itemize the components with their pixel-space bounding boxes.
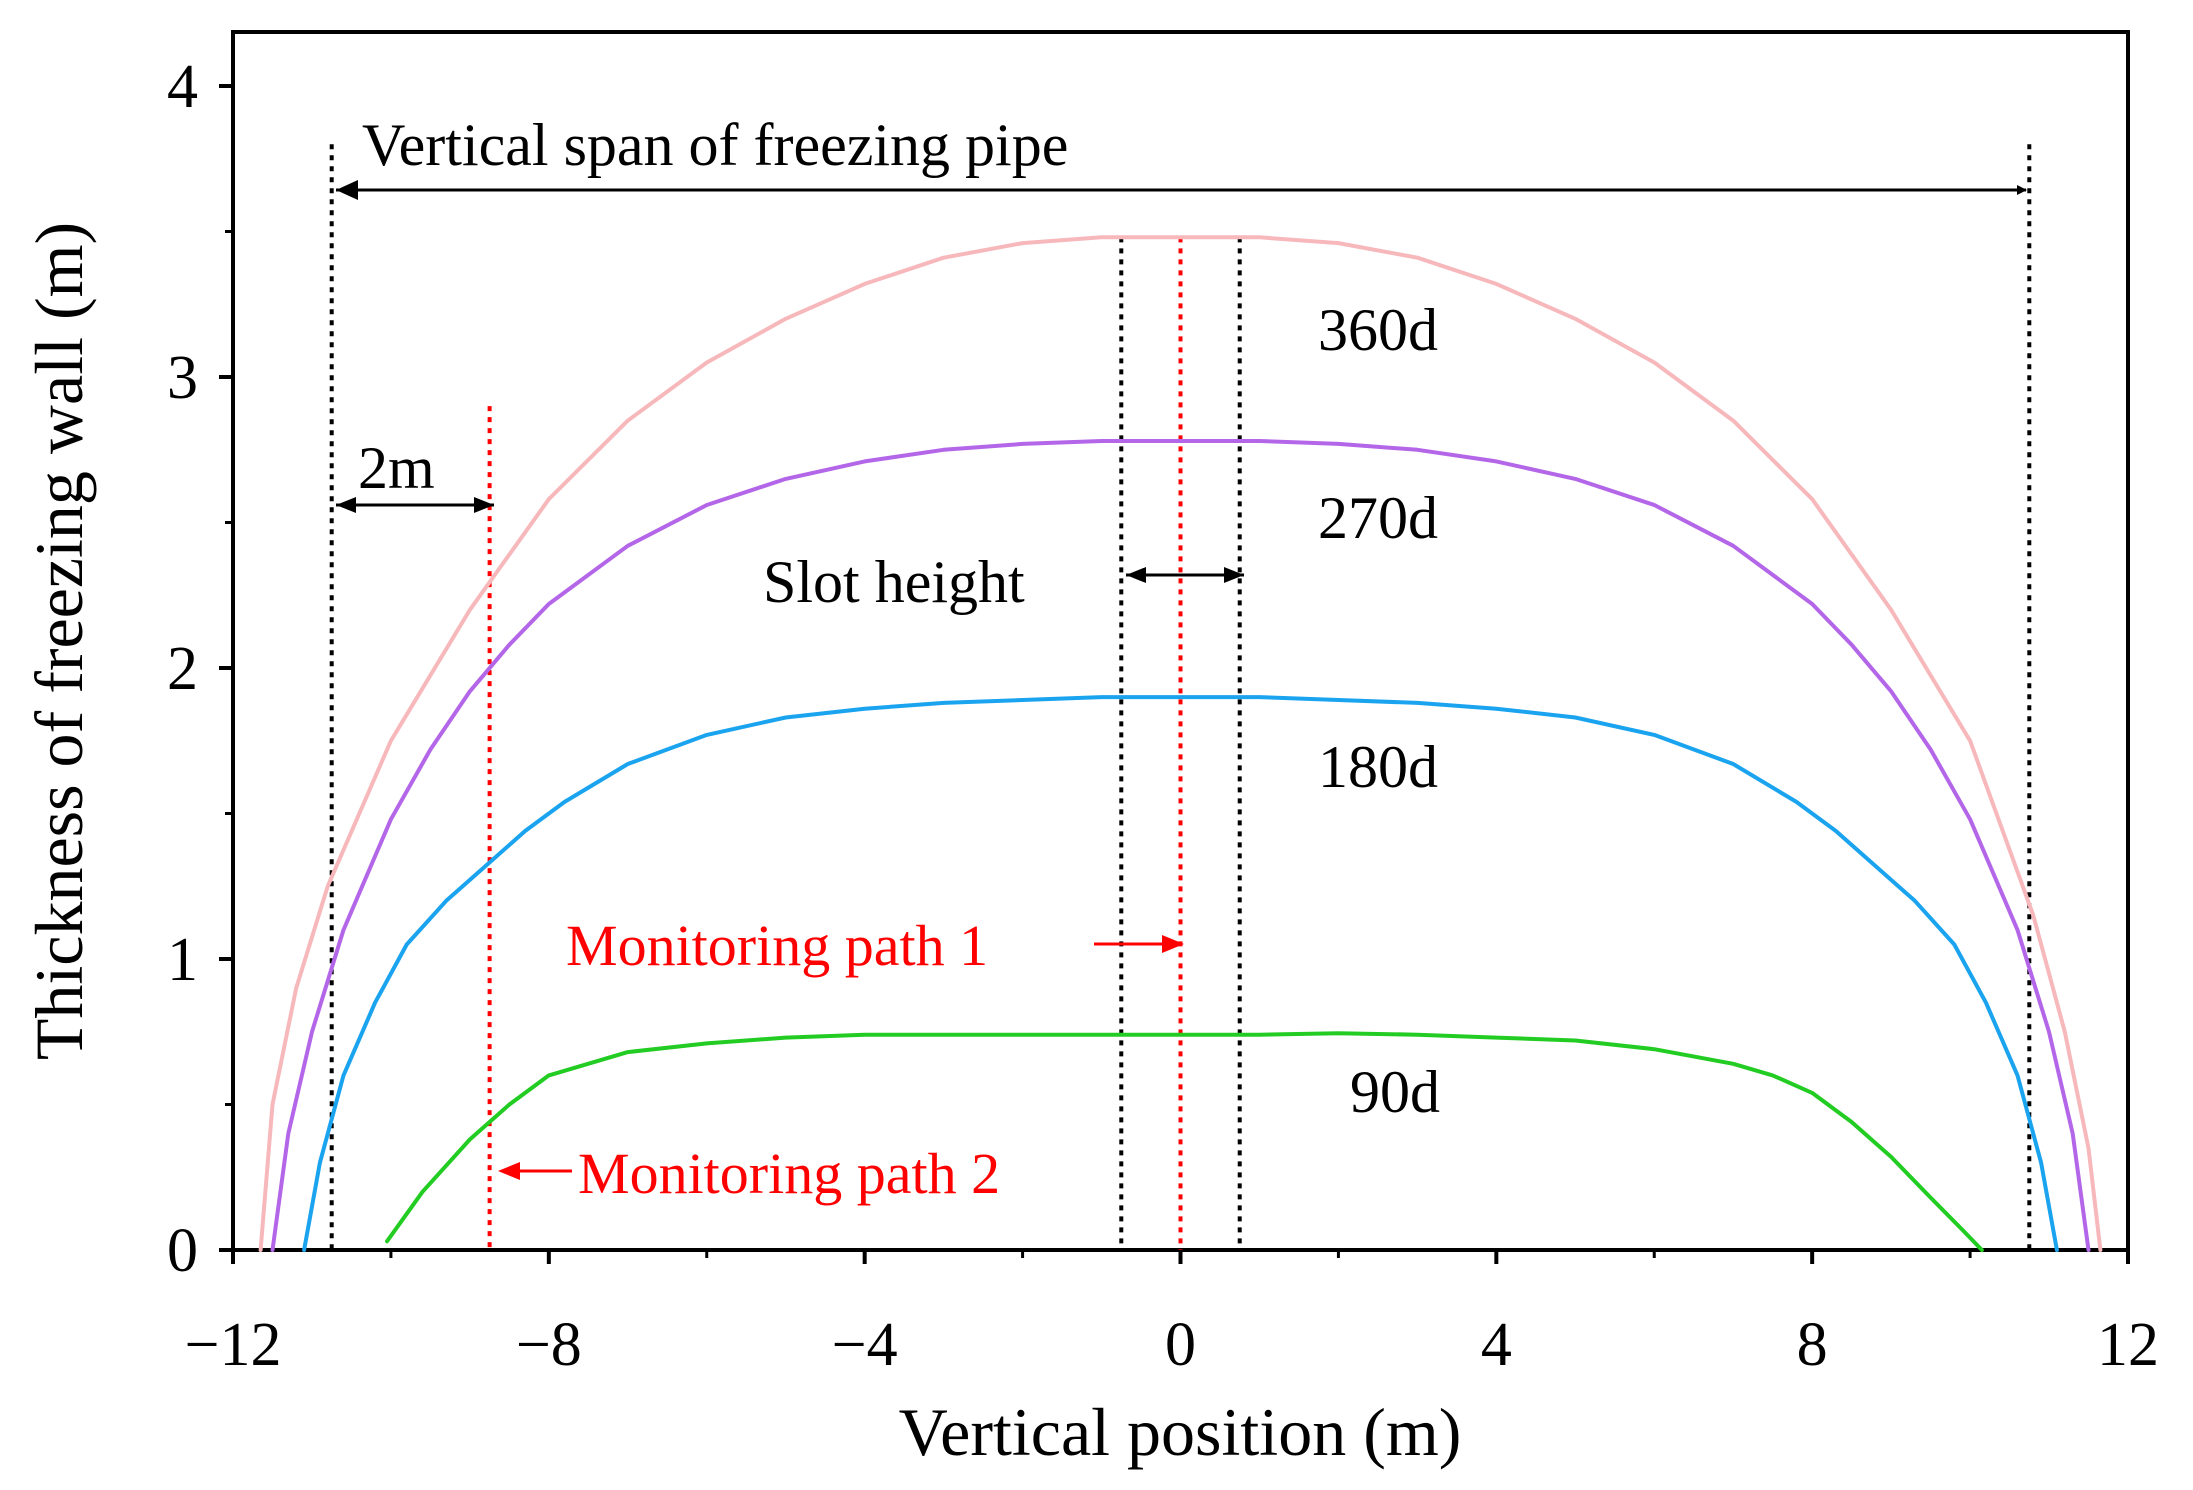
y-tick-label: 0: [167, 1217, 198, 1285]
monitoring-path-2-label: Monitoring path 2: [578, 1141, 1000, 1206]
y-tick-label: 2: [167, 635, 198, 703]
x-tick-label: 12: [2097, 1311, 2159, 1379]
slot-height-arrowhead-left: [1126, 567, 1146, 583]
series-line-360d: [258, 235, 2103, 1252]
x-tick-label: 0: [1165, 1311, 1196, 1379]
slot-height-arrowhead-right: [1224, 567, 1244, 583]
reference-lines: [329, 144, 2032, 1250]
x-tick-label: −12: [185, 1311, 282, 1379]
x-tick-label: 8: [1797, 1311, 1828, 1379]
vertical-span-label: Vertical span of freezing pipe: [362, 112, 1068, 178]
slot-height-label: Slot height: [763, 549, 1025, 615]
x-axis-ticks: −12 −8 −4 0 4 8 12: [185, 1250, 2159, 1379]
x-axis-title: Vertical position (m): [899, 1394, 1462, 1470]
y-tick-label: 4: [167, 53, 198, 121]
two-m-arrowhead-right: [474, 497, 494, 513]
y-tick-label: 1: [167, 926, 198, 994]
monitoring-path-1-label: Monitoring path 1: [566, 913, 988, 978]
series-line-180d: [302, 695, 2059, 1252]
x-tick-label: 4: [1481, 1311, 1512, 1379]
monitoring-path-1-arrowhead: [1162, 935, 1184, 953]
series-line-270d: [270, 439, 2091, 1252]
x-tick-label: −4: [832, 1311, 898, 1379]
annotation-arrows: [336, 180, 2027, 1180]
y-axis-title: Thickness of freezing wall (m): [21, 222, 97, 1060]
two-m-label: 2m: [358, 435, 435, 501]
two-m-arrowhead-left: [336, 497, 356, 513]
curve-label-90d: 90d: [1350, 1059, 1440, 1125]
y-axis-ticks: 0 1 2 3 4: [167, 53, 233, 1285]
vertical-span-arrowhead-left: [336, 180, 358, 200]
curve-label-360d: 360d: [1318, 297, 1438, 363]
curve-label-270d: 270d: [1318, 485, 1438, 551]
y-tick-label: 3: [167, 344, 198, 412]
monitoring-path-2-arrowhead: [498, 1162, 520, 1180]
curve-label-180d: 180d: [1318, 734, 1438, 800]
series-line-90d: [385, 1031, 1984, 1252]
series-group: [258, 235, 2103, 1252]
x-tick-label: −8: [516, 1311, 582, 1379]
